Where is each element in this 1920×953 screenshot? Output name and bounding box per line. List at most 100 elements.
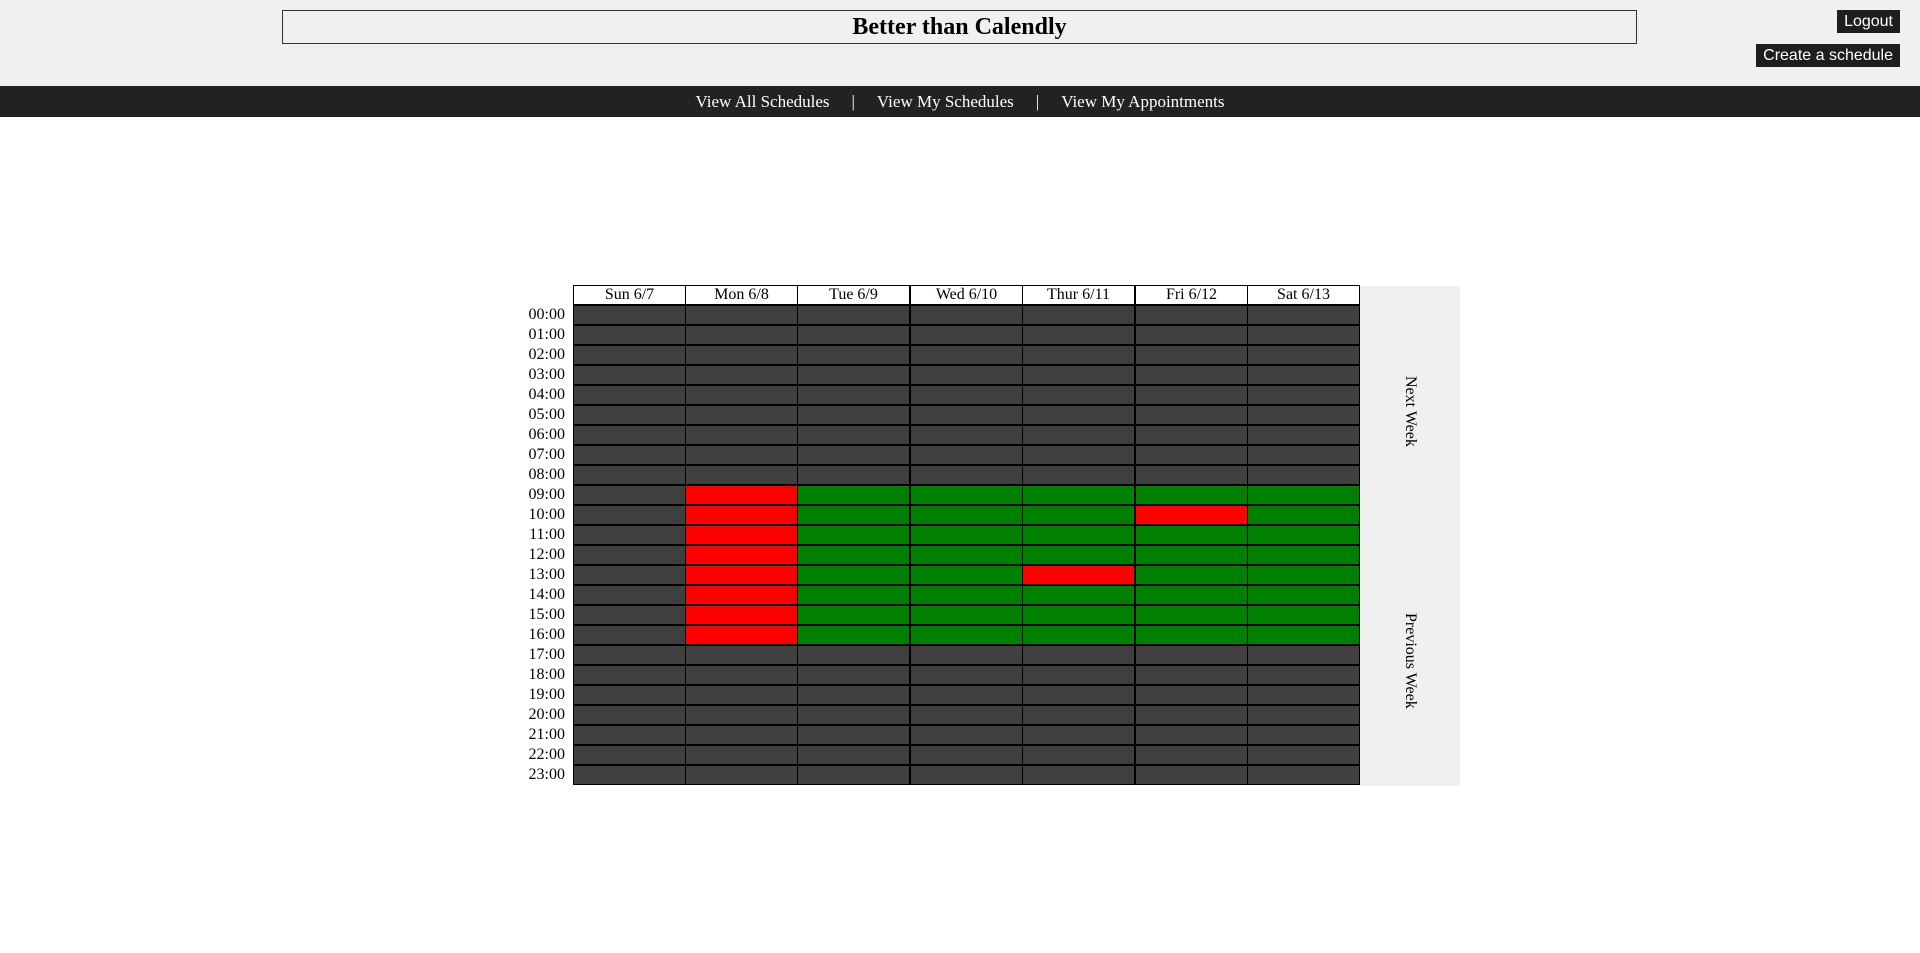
time-slot-available[interactable] [1022, 605, 1135, 625]
time-slot-available[interactable] [1135, 625, 1248, 645]
time-slot-unavailable [1135, 765, 1248, 785]
time-slot-unavailable [910, 645, 1023, 665]
time-slot-available[interactable] [910, 525, 1023, 545]
time-slot-available[interactable] [910, 565, 1023, 585]
time-slot-available[interactable] [910, 625, 1023, 645]
time-slot-available[interactable] [1135, 565, 1248, 585]
site-title: Better than Calendly [282, 10, 1637, 44]
time-slot-unavailable [685, 645, 798, 665]
time-label: 18:00 [528, 666, 565, 683]
time-slot-available[interactable] [910, 605, 1023, 625]
time-slot-available[interactable] [797, 605, 910, 625]
logout-button[interactable]: Logout [1837, 10, 1900, 33]
time-slot-available[interactable] [1135, 525, 1248, 545]
time-slot-unavailable [1022, 465, 1135, 485]
time-slot-unavailable [910, 405, 1023, 425]
time-slot-available[interactable] [797, 585, 910, 605]
time-slot-unavailable [685, 665, 798, 685]
time-slot-unavailable [1247, 445, 1360, 465]
time-slot-unavailable [910, 305, 1023, 325]
time-slot-available[interactable] [1135, 545, 1248, 565]
time-slot-available[interactable] [910, 545, 1023, 565]
time-slot-available[interactable] [910, 585, 1023, 605]
time-slot-available[interactable] [1135, 585, 1248, 605]
time-slot-available[interactable] [1247, 585, 1360, 605]
time-slot-unavailable [797, 445, 910, 465]
time-slot-available[interactable] [1247, 565, 1360, 585]
time-slot-available[interactable] [797, 505, 910, 525]
time-label: 14:00 [528, 586, 565, 603]
time-slot-unavailable [1022, 345, 1135, 365]
nav-view-all-schedules[interactable]: View All Schedules [695, 91, 830, 111]
nav-separator: | [851, 91, 855, 111]
time-slot-unavailable [573, 745, 686, 765]
time-slot-available[interactable] [797, 565, 910, 585]
time-slot-available[interactable] [910, 485, 1023, 505]
time-slot-available[interactable] [1247, 625, 1360, 645]
time-slot-available[interactable] [1135, 605, 1248, 625]
time-slot-unavailable [910, 365, 1023, 385]
time-slot-available[interactable] [1022, 545, 1135, 565]
time-slot-unavailable [573, 485, 686, 505]
time-slot-available[interactable] [1247, 505, 1360, 525]
time-slot-unavailable [1135, 305, 1248, 325]
time-slot-available[interactable] [1022, 525, 1135, 545]
time-slot-booked [685, 605, 798, 625]
time-slot-available[interactable] [1022, 505, 1135, 525]
time-label: 01:00 [528, 326, 565, 343]
time-slot-unavailable [797, 685, 910, 705]
create-schedule-button[interactable]: Create a schedule [1756, 44, 1900, 67]
time-slot-unavailable [797, 465, 910, 485]
time-slot-unavailable [685, 685, 798, 705]
time-slot-unavailable [573, 405, 686, 425]
time-label: 13:00 [528, 566, 565, 583]
time-slot-unavailable [1135, 405, 1248, 425]
next-week-button[interactable]: Next Week [1360, 286, 1460, 536]
time-slot-available[interactable] [1135, 485, 1248, 505]
time-slot-unavailable [1135, 645, 1248, 665]
time-slot-unavailable [1247, 365, 1360, 385]
time-label: 22:00 [528, 746, 565, 763]
time-slot-available[interactable] [1022, 625, 1135, 645]
time-slot-unavailable [573, 585, 686, 605]
time-slot-available[interactable] [797, 485, 910, 505]
time-slot-available[interactable] [1247, 485, 1360, 505]
time-slot-unavailable [573, 525, 686, 545]
time-slot-unavailable [910, 765, 1023, 785]
next-week-label: Next Week [1402, 375, 1419, 447]
time-slot-available[interactable] [797, 545, 910, 565]
time-slot-available[interactable] [1022, 585, 1135, 605]
time-slot-unavailable [910, 385, 1023, 405]
time-slot-unavailable [1022, 425, 1135, 445]
time-slot-unavailable [573, 325, 686, 345]
time-label: 20:00 [528, 706, 565, 723]
time-slot-available[interactable] [1247, 525, 1360, 545]
nav-view-my-appointments[interactable]: View My Appointments [1061, 91, 1225, 111]
time-slot-unavailable [573, 665, 686, 685]
time-slot-available[interactable] [797, 625, 910, 645]
time-slot-available[interactable] [1247, 545, 1360, 565]
time-slot-unavailable [1022, 385, 1135, 405]
time-slot-available[interactable] [1247, 605, 1360, 625]
time-slot-unavailable [910, 725, 1023, 745]
time-slot-unavailable [573, 545, 686, 565]
previous-week-button[interactable]: Previous Week [1360, 536, 1460, 786]
time-slot-unavailable [573, 725, 686, 745]
time-slot-unavailable [573, 565, 686, 585]
time-slot-unavailable [797, 705, 910, 725]
time-slot-available[interactable] [910, 505, 1023, 525]
day-header: Tue 6/9 [797, 285, 910, 305]
time-slot-unavailable [1022, 305, 1135, 325]
time-slot-unavailable [797, 345, 910, 365]
time-slot-unavailable [797, 725, 910, 745]
time-slot-unavailable [573, 645, 686, 665]
time-slot-unavailable [797, 745, 910, 765]
time-slot-unavailable [797, 665, 910, 685]
nav-view-my-schedules[interactable]: View My Schedules [876, 91, 1014, 111]
time-slot-unavailable [797, 425, 910, 445]
time-slot-available[interactable] [797, 525, 910, 545]
time-slot-available[interactable] [1022, 485, 1135, 505]
time-slot-unavailable [573, 425, 686, 445]
time-slot-unavailable [1135, 685, 1248, 705]
time-slot-unavailable [685, 385, 798, 405]
